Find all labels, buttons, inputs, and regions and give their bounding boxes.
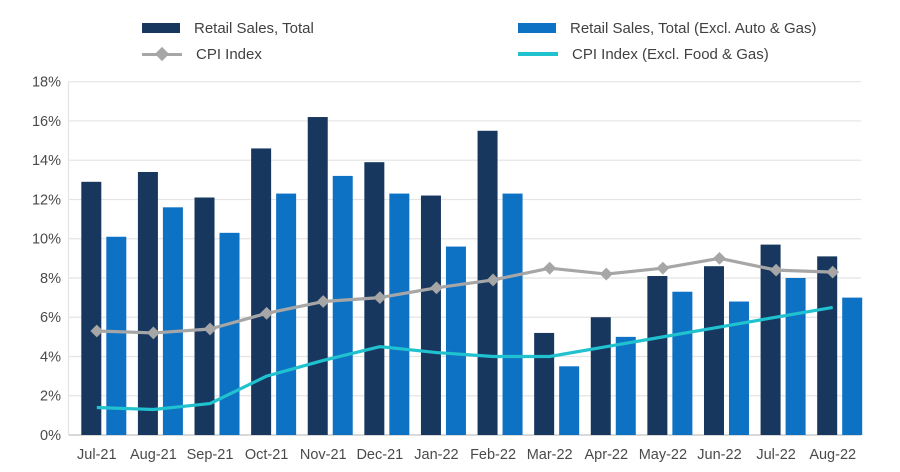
- bar-retail-sales-total-excl-auto-gas-nov-21: [332, 175, 353, 435]
- marker-cpi-index-aug-21: [147, 326, 160, 340]
- marker-cpi-index-feb-22: [486, 273, 500, 287]
- x-tick-label-jan-22: Jan-22: [414, 447, 458, 463]
- marker-cpi-index-sep-21: [203, 322, 217, 336]
- bar-retail-sales-total-jul-21: [81, 181, 102, 435]
- marker-cpi-index-mar-22: [543, 261, 557, 275]
- legend-diamond-icon: [154, 46, 170, 62]
- bar-retail-sales-total-sep-21: [194, 197, 215, 435]
- legend-swatch-retail-sales-excl: [518, 23, 556, 33]
- marker-cpi-index-jul-22: [769, 263, 783, 277]
- legend-item-cpi-index: CPI Index: [142, 45, 314, 63]
- x-tick-label-dec-21: Dec-21: [356, 447, 403, 463]
- x-tick-label-jul-22: Jul-22: [756, 447, 796, 463]
- marker-cpi-index-nov-21: [316, 295, 330, 308]
- legend-label-cpi-excl: CPI Index (Excl. Food & Gas): [572, 45, 769, 63]
- bar-retail-sales-total-excl-auto-gas-jul-21: [106, 236, 127, 435]
- marker-cpi-index-jan-22: [430, 281, 443, 295]
- y-tick-label-2: 2%: [40, 389, 61, 405]
- y-tick-label-8: 8%: [40, 271, 61, 287]
- bar-retail-sales-total-excl-auto-gas-may-22: [672, 291, 693, 435]
- bar-retail-sales-total-jul-22: [760, 244, 781, 435]
- marker-cpi-index-may-22: [656, 261, 670, 275]
- y-tick-label-18: 18%: [32, 75, 61, 91]
- legend-item-retail-sales-total: Retail Sales, Total: [142, 19, 314, 37]
- bar-retail-sales-total-nov-21: [307, 117, 328, 435]
- x-tick-label-nov-21: Nov-21: [300, 447, 347, 463]
- x-tick-label-jul-21: Jul-21: [77, 447, 117, 463]
- legend-label-cpi-index: CPI Index: [196, 45, 262, 63]
- marker-cpi-index-jul-21: [90, 324, 104, 338]
- line-cpi-index: [96, 256, 833, 335]
- bar-retail-sales-total-feb-22: [477, 130, 498, 435]
- legend-swatch-retail-sales-total: [142, 23, 180, 33]
- y-tick-label-14: 14%: [32, 153, 61, 169]
- legend-item-retail-sales-excl: Retail Sales, Total (Excl. Auto & Gas): [518, 19, 817, 37]
- legend-column-left: Retail Sales, Total CPI Index: [142, 19, 314, 63]
- legend-marker-cpi-index: [142, 46, 182, 62]
- bar-retail-sales-total-mar-22: [534, 332, 555, 435]
- bar-retail-sales-total-excl-auto-gas-feb-22: [502, 193, 523, 435]
- bar-retail-sales-total-oct-21: [251, 148, 272, 435]
- marker-cpi-index-aug-22: [826, 265, 840, 279]
- bar-retail-sales-total-excl-auto-gas-oct-21: [276, 193, 297, 435]
- legend-column-right: Retail Sales, Total (Excl. Auto & Gas) C…: [518, 19, 817, 63]
- y-tick-label-12: 12%: [32, 192, 61, 208]
- bar-retail-sales-total-excl-auto-gas-aug-21: [162, 207, 183, 435]
- bar-retail-sales-total-jun-22: [703, 266, 724, 435]
- y-tick-label-6: 6%: [40, 310, 61, 326]
- bar-retail-sales-total-excl-auto-gas-sep-21: [219, 232, 240, 435]
- x-tick-label-may-22: May-22: [639, 447, 687, 463]
- bar-retail-sales-total-excl-auto-gas-jul-22: [785, 277, 806, 435]
- legend-label-retail-sales-total: Retail Sales, Total: [194, 19, 314, 37]
- x-tick-label-sep-21: Sep-21: [187, 447, 234, 463]
- y-tick-label-16: 16%: [32, 114, 61, 130]
- marker-cpi-index-jun-22: [713, 251, 726, 265]
- bar-retail-sales-total-aug-22: [817, 256, 838, 435]
- x-tick-label-jun-22: Jun-22: [697, 447, 741, 463]
- marker-cpi-index-oct-21: [260, 306, 274, 320]
- bar-retail-sales-total-aug-21: [137, 171, 158, 435]
- bar-retail-sales-total-jan-22: [420, 195, 441, 435]
- bar-retail-sales-total-excl-auto-gas-mar-22: [559, 366, 580, 435]
- bar-retail-sales-total-excl-auto-gas-dec-21: [389, 193, 410, 435]
- x-tick-label-aug-22: Aug-22: [809, 447, 856, 463]
- bar-retail-sales-total-excl-auto-gas-jun-22: [728, 301, 749, 435]
- legend-line-cpi-excl-icon: [518, 52, 558, 56]
- legend-item-cpi-excl: CPI Index (Excl. Food & Gas): [518, 45, 817, 63]
- bar-retail-sales-total-excl-auto-gas-aug-22: [842, 297, 863, 435]
- x-tick-label-mar-22: Mar-22: [527, 447, 573, 463]
- x-tick-label-apr-22: Apr-22: [585, 447, 629, 463]
- marker-cpi-index-apr-22: [599, 267, 613, 281]
- bar-retail-sales-total-apr-22: [590, 317, 611, 435]
- x-tick-label-aug-21: Aug-21: [130, 447, 177, 463]
- x-tick-label-oct-21: Oct-21: [245, 447, 289, 463]
- y-tick-label-4: 4%: [40, 349, 61, 365]
- y-tick-label-0: 0%: [40, 428, 61, 444]
- marker-cpi-index-dec-21: [373, 291, 387, 305]
- bar-retail-sales-total-excl-auto-gas-apr-22: [615, 336, 636, 435]
- bar-retail-sales-total-excl-auto-gas-jan-22: [445, 246, 466, 435]
- y-tick-label-10: 10%: [32, 232, 61, 248]
- legend-label-retail-sales-excl: Retail Sales, Total (Excl. Auto & Gas): [570, 19, 817, 37]
- x-tick-label-feb-22: Feb-22: [470, 447, 516, 463]
- bar-retail-sales-total-may-22: [647, 276, 668, 435]
- line-cpi-index-excl-food-gas: [96, 305, 833, 412]
